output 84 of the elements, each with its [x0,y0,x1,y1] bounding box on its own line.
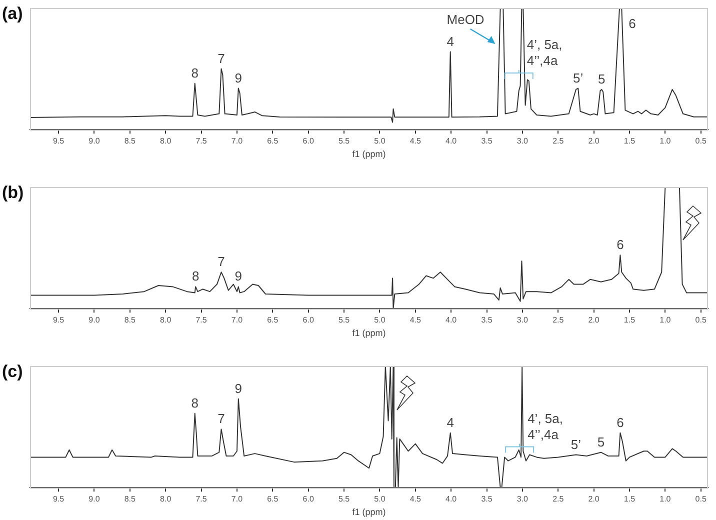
annotation: 7 [218,50,225,66]
x-tick-label: 0.5 [695,316,707,325]
x-tick-label: 1.0 [660,494,672,504]
x-tick-label: 2.5 [552,494,564,504]
chart-title: (a) [2,4,23,24]
x-tick-label: 6.5 [267,494,279,504]
annotation: 5 [598,71,606,86]
x-tick-label: 4.5 [410,494,422,504]
x-tick-label: 9.5 [52,494,65,504]
annotation: 8 [191,65,198,80]
x-tick-label: 8.0 [160,136,172,146]
x-tick-label: 4.5 [410,316,422,325]
x-tick-label: 3.0 [516,494,529,504]
x-tick-label: 2.0 [588,136,600,146]
chart-title: (c) [2,362,23,382]
x-tick-label: 9.0 [88,316,100,325]
annotation: 5’ [570,436,582,452]
x-tick-label: 6.0 [302,494,314,504]
x-tick-label: 5.0 [374,494,386,504]
annotation: 8 [191,395,198,410]
x-tick-label: 2.5 [552,316,564,325]
x-tick-label: 4.0 [446,494,458,504]
x-tick-label: 5.0 [374,136,386,146]
x-tick-label: 5.0 [374,316,386,325]
x-axis-title: f1 (ppm) [352,328,386,338]
x-tick-label: 1.5 [624,316,636,325]
x-tick-label: 6.0 [302,316,314,325]
annotation: 6 [616,414,624,430]
x-tick-label: 9.5 [52,316,65,325]
x-tick-label: 1.0 [660,316,672,325]
x-tick-label: 5.5 [338,316,350,325]
x-tick-label: 4.5 [410,136,422,146]
annotation: 4 [446,414,454,430]
x-tick-label: 3.5 [481,316,493,325]
x-tick-label: 6.0 [302,136,314,146]
annotation: 7 [218,411,225,426]
x-tick-label: 2.5 [552,136,564,146]
chart-title: (b) [2,183,24,203]
x-tick-label: 1.5 [624,136,636,146]
annotation: 9 [234,380,242,396]
x-tick-label: 3.5 [481,136,493,146]
x-tick-label: 9.5 [52,136,65,146]
x-tick-label: 3.5 [481,494,493,504]
x-tick-label: 7.0 [231,494,244,504]
x-tick-label: 1.5 [624,494,636,504]
x-tick-label: 7.5 [196,136,208,146]
x-tick-label: 6.5 [267,316,279,325]
x-tick-label: 2.0 [588,316,600,325]
x-tick-label: 7.5 [196,494,208,504]
x-tick-label: 8.0 [160,494,172,504]
annotation: 5 [597,434,605,450]
x-tick-label: 8.5 [124,136,136,146]
x-tick-label: 7.5 [196,316,208,325]
annotation: 4’, 5a, 4’’,4a [526,36,562,68]
annotation: 8 [192,268,200,284]
x-tick-label: 7.0 [231,136,244,146]
x-tick-label: 7.0 [231,316,244,325]
x-tick-label: 5.5 [338,136,350,146]
x-tick-label: 1.0 [660,136,672,146]
x-tick-label: 6.5 [267,136,279,146]
x-tick-label: 3.0 [516,316,529,325]
x-tick-label: 2.0 [588,494,600,504]
x-tick-label: 9.0 [88,136,100,146]
x-tick-label: 5.5 [338,494,350,504]
annotation: 4’, 5a, 4’’,4a [528,410,563,442]
annotation: MeOD [446,12,484,27]
x-tick-label: 4.0 [446,316,458,325]
annotation: 6 [616,237,624,252]
x-tick-label: 3.0 [516,136,529,146]
x-tick-label: 0.5 [695,136,707,146]
x-tick-label: 8.5 [124,316,136,325]
x-tick-label: 0.5 [695,494,707,504]
x-tick-label: 8.5 [124,494,136,504]
annotation: 9 [234,268,242,284]
x-tick-label: 9.0 [88,494,100,504]
x-axis-title: f1 (ppm) [352,507,386,518]
annotation: 9 [234,70,242,86]
annotation: 5’ [573,70,584,86]
x-tick-label: 8.0 [160,316,172,325]
annotation: 7 [218,254,225,270]
x-tick-label: 4.0 [446,136,458,146]
x-axis-title: f1 (ppm) [352,149,386,160]
annotation: 6 [628,16,636,31]
annotation: 4 [446,34,454,49]
